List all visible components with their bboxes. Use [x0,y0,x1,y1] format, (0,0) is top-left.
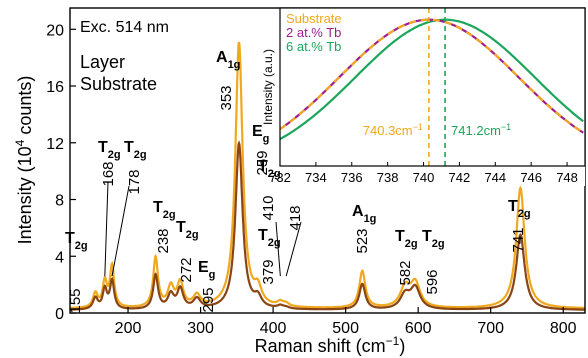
x-tick-label: 400 [260,320,287,337]
peak-position-label: 596 [424,269,441,294]
inset-x-tick-label: 748 [556,170,578,185]
inset-series-line [279,18,584,134]
y-tick-label: 8 [55,193,64,210]
main-legend: Layer Substrate [80,52,157,94]
peak-position-label: 155 [67,288,84,313]
annotation-excitation: Exc. 514 nm [80,19,169,36]
inset-x-tick-label: 742 [449,170,471,185]
peak-mode-symbol: T2g [258,158,281,180]
inset-marker-label: 741.2cm−1 [451,122,511,138]
inset-legend-entry: Substrate [286,11,342,26]
peak-mode-symbol: Eg [252,123,269,145]
peak-label: Eg 259 [252,123,271,176]
inset-markers: 740.3cm−1 741.2cm−1 [363,8,511,166]
peak-mode-symbol: T2g [395,228,418,250]
peak-position-label: 272 [178,257,195,282]
inset-x-tick-label: 746 [520,170,542,185]
inset-x-tick-label: 736 [341,170,363,185]
peak-mode-symbol: T2g [124,139,147,161]
x-tick-label: 300 [187,320,214,337]
inset-x-tick-label: 732 [269,170,291,185]
x-tick-label: 500 [332,320,359,337]
inset-x-tick-label: 738 [377,170,399,185]
peak-label: T2g 155 [65,230,88,314]
peak-label: A1g 353 [216,49,240,111]
x-tick-label: 700 [477,320,504,337]
inset-x-tick-label: 740 [413,170,435,185]
peak-leader-line [275,221,281,277]
peak-position-label: 379 [260,259,277,284]
inset-x-ticks: 732 734 736 738 740 742 744 746 748 [269,162,578,185]
peak-mode-symbol: T2g [65,230,88,252]
peak-position-label: 353 [218,85,235,110]
peak-mode-symbol: T2g [508,198,531,220]
peak-leader-line [285,221,302,277]
legend-layer: Layer [80,52,125,72]
peak-position-label: 523 [354,228,371,253]
peak-label: T2g 596 [422,228,445,295]
peak-mode-symbol: T2g [153,199,176,221]
y-tick-label: 16 [46,79,64,96]
peak-leader-line [104,181,109,277]
peak-mode-symbol: A1g [352,203,376,225]
legend-substrate: Substrate [80,74,157,94]
main-series-lines [70,41,585,311]
peak-position-label: 238 [155,228,172,253]
main-y-ticks: 0 4 8 12 16 20 [46,22,76,323]
y-tick-label: 0 [55,306,64,323]
peak-mode-symbol: T2g [98,139,121,161]
peak-position-label: 259 [254,150,271,175]
inset-series-line [279,18,584,141]
peak-label: Eg 295 [198,259,217,313]
inset-y-axis-label: Intensity (a.u.) [261,49,275,125]
peak-position-label: 295 [200,287,217,312]
main-x-ticks: 200 300 400 500 600 700 800 [115,307,577,337]
y-tick-label: 20 [46,22,64,39]
peak-mode-symbol: T2g [422,228,445,250]
peak-position-label: 741 [510,227,527,252]
peak-label: T2g 272 [176,219,199,283]
x-tick-label: 200 [115,320,142,337]
x-tick-label: 600 [405,320,432,337]
peak-mode-symbol: A1g [216,49,240,71]
peak-leader-line [111,185,130,277]
series-line-layer [70,140,585,311]
main-y-axis-label: Intensity (104 counts) [13,76,35,245]
peak-label: T2g 410 [258,158,281,221]
inset-series-lines [279,18,584,141]
inset-legend-entry: 2 at.% Tb [286,25,341,40]
inset-chart: 740.3cm−1 741.2cm−1 732 734 736 738 740 742 744… [261,7,586,186]
peak-position-label: 410 [260,195,277,220]
inset-plot-frame [279,7,586,167]
inset-x-tick-label: 734 [305,170,327,185]
peak-position-label: 582 [397,260,414,285]
peak-mode-symbol: T2g [176,219,199,241]
inset-marker-label: 740.3cm−1 [363,122,423,138]
inset-legend-entry: 6 at.% Tb [286,39,341,54]
y-tick-label: 4 [55,249,64,266]
peak-mode-symbol: Eg [198,259,215,281]
inset-x-tick-label: 744 [484,170,506,185]
main-x-axis-label: Raman shift (cm−1) [255,334,406,356]
peak-position-label: 178 [126,169,143,194]
x-tick-label: 800 [550,320,577,337]
y-tick-label: 12 [46,136,64,153]
series-line-substrate [70,41,585,309]
peak-position-label: 418 [287,205,304,230]
inset-background [280,8,585,186]
peak-position-label: 168 [100,161,117,186]
